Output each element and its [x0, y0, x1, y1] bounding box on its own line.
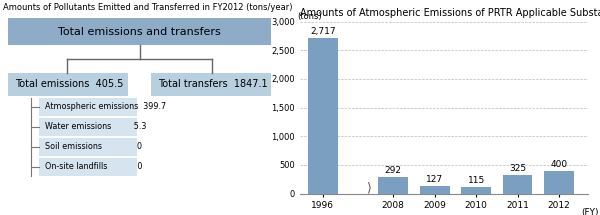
- Bar: [151, 73, 271, 96]
- Text: Total transfers  1847.1: Total transfers 1847.1: [158, 79, 267, 89]
- Bar: [379, 177, 408, 194]
- Text: 127: 127: [426, 175, 443, 184]
- Text: (tons): (tons): [297, 12, 322, 22]
- Bar: [50, 45, 229, 73]
- Text: (FY): (FY): [581, 208, 599, 215]
- Text: Soil emissions              0: Soil emissions 0: [44, 143, 142, 151]
- Text: 400: 400: [550, 160, 568, 169]
- Bar: [544, 170, 574, 194]
- Text: Water emissions         5.3: Water emissions 5.3: [44, 123, 146, 131]
- Bar: [39, 98, 137, 116]
- Bar: [39, 118, 137, 136]
- Text: 292: 292: [385, 166, 402, 175]
- Text: On-site landfills            0: On-site landfills 0: [44, 163, 142, 171]
- Bar: [8, 18, 271, 45]
- Text: 115: 115: [467, 176, 485, 185]
- Bar: [39, 158, 137, 176]
- Text: Amounts of Atmospheric Emissions of PRTR Applicable Substances: Amounts of Atmospheric Emissions of PRTR…: [300, 8, 600, 18]
- Text: ⟩: ⟩: [367, 182, 371, 195]
- Text: 2,717: 2,717: [310, 27, 335, 36]
- Bar: [39, 138, 137, 156]
- Bar: [8, 73, 128, 96]
- Text: Atmospheric emissions  399.7: Atmospheric emissions 399.7: [44, 103, 166, 111]
- Bar: [420, 186, 449, 194]
- Text: 325: 325: [509, 164, 526, 173]
- Bar: [308, 38, 338, 194]
- Bar: [503, 175, 532, 194]
- Text: Total emissions  405.5: Total emissions 405.5: [16, 79, 124, 89]
- Bar: [461, 187, 491, 194]
- Text: Amounts of Pollutants Emitted and Transferred in FY2012 (tons/year): Amounts of Pollutants Emitted and Transf…: [3, 3, 292, 12]
- Text: Total emissions and transfers: Total emissions and transfers: [58, 27, 221, 37]
